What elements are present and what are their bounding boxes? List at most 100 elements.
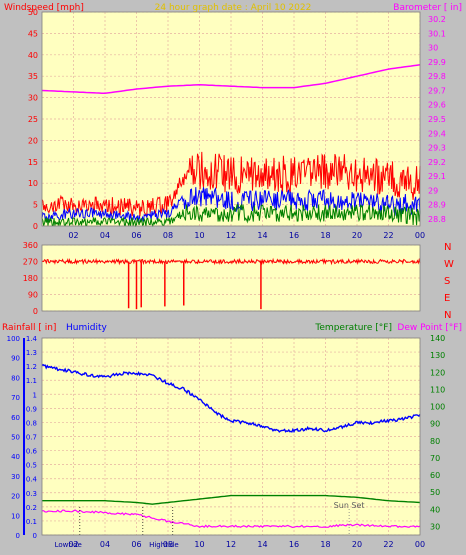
humidity-y-tick: 20 [11, 493, 20, 501]
baro-y-tick: 29.7 [428, 86, 446, 95]
humidity-y-tick: 100 [7, 335, 20, 343]
temp-y-tick: 30 [430, 522, 440, 531]
temp-y-tick: 100 [430, 403, 445, 412]
wind-y-tick: 35 [28, 72, 38, 81]
baro-y-tick: 30 [428, 44, 438, 53]
wind-axis-label: Windspeed [mph] [4, 3, 84, 13]
wind-y-tick: 10 [28, 179, 38, 188]
direction-trace [41, 257, 421, 266]
wind-y-tick: 20 [28, 136, 38, 145]
wind-x-tick: 12 [226, 231, 236, 240]
dewpoint-line [41, 509, 421, 529]
wind-series-min [41, 203, 421, 228]
humidity-y-tick: 80 [11, 374, 20, 382]
baro-y-tick: 29 [428, 186, 438, 195]
humidity-x-tick: 14 [257, 540, 267, 549]
wind-x-tick: 02 [68, 231, 78, 240]
wind-y-tick: 15 [28, 158, 38, 167]
wind-y-tick: 0 [33, 222, 38, 231]
wind-y-tick: 50 [28, 8, 38, 17]
low-tide-label: Lowtide [55, 541, 82, 549]
baro-y-tick: 28.9 [428, 201, 446, 210]
wind-x-tick: 06 [131, 231, 141, 240]
wind-x-tick: 00 [415, 231, 425, 240]
baro-y-tick: 30.2 [428, 15, 446, 24]
humidity-x-tick: 12 [226, 540, 236, 549]
rain-y-tick: 0.4 [26, 476, 38, 484]
temp-y-tick: 60 [430, 471, 440, 480]
rain-axis-label: Rainfall [ in] [2, 323, 56, 333]
temp-y-tick: 50 [430, 488, 440, 497]
humidity-axis-label: Humidity [66, 323, 107, 333]
direction-y-tick: 360 [23, 241, 38, 250]
rain-y-tick: 0.2 [26, 504, 37, 512]
wind-y-tick: 5 [33, 201, 38, 210]
humidity-y-tick: 0 [16, 532, 20, 540]
wind-x-tick: 14 [257, 231, 267, 240]
direction-y-tick: 270 [23, 258, 38, 267]
humidity-y-tick: 60 [11, 414, 20, 422]
temp-y-tick: 110 [430, 385, 445, 394]
rain-y-tick: 1.1 [26, 377, 37, 385]
wind-series-average [41, 186, 421, 223]
compass-label: S [444, 276, 450, 287]
baro-axis-label: Barometer [ in] [393, 3, 462, 13]
wind-x-tick: 10 [194, 231, 204, 240]
wind-x-tick: 20 [352, 231, 362, 240]
rain-y-tick: 0.9 [26, 405, 37, 413]
humidity-y-tick: 40 [11, 453, 20, 461]
wind-y-tick: 45 [28, 29, 38, 38]
compass-label: N [444, 242, 451, 253]
dew-axis-label: Dew Point [°F] [397, 323, 462, 333]
direction-y-tick: 90 [28, 291, 38, 300]
wind-plot-border [41, 11, 421, 227]
rain-y-tick: 1.3 [26, 349, 37, 357]
baro-y-tick: 29.8 [428, 72, 446, 81]
humidity-x-tick: 18 [320, 540, 330, 549]
humidity-x-tick: 08 [163, 540, 173, 549]
wind-series-gust [41, 151, 421, 217]
baro-y-tick: 29.3 [428, 144, 446, 153]
high-tide-label: Hightide [149, 541, 179, 549]
humidity-line [41, 363, 421, 434]
humidity-y-tick: 30 [11, 473, 20, 481]
humidity-x-tick: 04 [100, 540, 110, 549]
humidity-x-tick: 20 [352, 540, 362, 549]
wind-x-tick: 16 [289, 231, 299, 240]
temp-y-tick: 90 [430, 420, 440, 429]
compass-label: N [444, 310, 451, 321]
rain-y-tick: 0.5 [26, 462, 37, 470]
wind-x-tick: 04 [100, 231, 110, 240]
baro-y-tick: 29.4 [428, 129, 446, 138]
baro-y-tick: 28.8 [428, 215, 446, 224]
temperature-line [42, 494, 421, 505]
rain-y-tick: 0.8 [26, 419, 37, 427]
wind-x-tick: 22 [383, 231, 393, 240]
humidity-x-tick: 06 [131, 540, 141, 549]
temp-y-tick: 120 [430, 368, 445, 377]
wind-x-tick: 08 [163, 231, 173, 240]
humidity-x-tick: 02 [68, 540, 78, 549]
baro-y-tick: 30.1 [428, 29, 446, 38]
temp-axis-label: Temperature [°F] [314, 323, 392, 333]
compass-label: W [444, 259, 454, 270]
temp-y-tick: 130 [430, 351, 445, 360]
wind-y-tick: 30 [28, 94, 38, 103]
rain-y-tick: 0.1 [26, 518, 37, 526]
rain-y-tick: 1.4 [26, 335, 38, 343]
humidity-x-tick: 22 [383, 540, 393, 549]
humidity-plot-border [41, 337, 421, 536]
temp-y-tick: 140 [430, 334, 445, 343]
compass-label: E [444, 293, 450, 304]
rain-y-tick: 0.7 [26, 434, 37, 442]
wind-x-tick: 18 [320, 231, 330, 240]
baro-y-tick: 29.5 [428, 115, 446, 124]
baro-y-tick: 29.2 [428, 158, 446, 167]
wind-y-tick: 25 [28, 115, 38, 124]
temp-y-tick: 40 [430, 505, 440, 514]
graph-title: 24 hour graph date : April 10 2022 [155, 3, 312, 13]
rain-y-tick: 1 [33, 391, 37, 399]
barometer-line [41, 64, 421, 95]
